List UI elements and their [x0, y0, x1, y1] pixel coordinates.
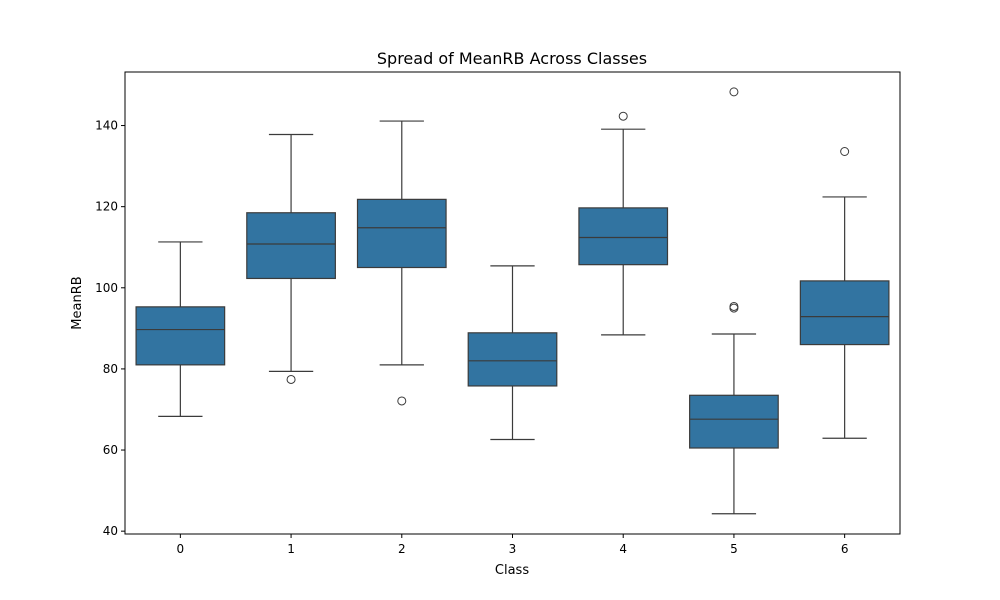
- y-tick-label: 40: [103, 524, 118, 538]
- box-class-4: [578, 111, 669, 336]
- x-tick-label: 4: [619, 542, 627, 556]
- box-class-5: [689, 87, 779, 515]
- x-tick-label: 1: [287, 542, 295, 556]
- y-tick-label: 120: [95, 200, 118, 214]
- box-class-6: [799, 147, 890, 439]
- outlier-point: [618, 111, 628, 121]
- plot-frame: [124, 71, 901, 535]
- box-class-0: [135, 241, 226, 417]
- box-class-1: [246, 133, 336, 384]
- iqr-box: [578, 207, 669, 266]
- x-tick-label: 0: [177, 542, 185, 556]
- iqr-box: [356, 198, 447, 269]
- plot-area: [135, 87, 890, 515]
- x-tick-label: 5: [730, 542, 738, 556]
- outlier-point: [286, 374, 296, 384]
- x-tick-label: 3: [509, 542, 517, 556]
- x-tick-label: 6: [841, 542, 849, 556]
- outlier-point: [729, 301, 739, 311]
- outlier-point: [840, 147, 850, 157]
- box-class-2: [356, 120, 447, 406]
- iqr-box: [799, 280, 890, 346]
- y-axis-label: MeanRB: [70, 276, 85, 329]
- y-tick-label: 140: [95, 119, 118, 133]
- x-axis-label: Class: [495, 563, 529, 578]
- y-tick-label: 80: [103, 362, 118, 376]
- iqr-box: [467, 332, 558, 387]
- x-axis: 0 1 2 3 4 5 6: [177, 534, 849, 556]
- y-tick-label: 100: [95, 281, 118, 295]
- y-axis: 40 60 80 100 120 140: [95, 119, 125, 538]
- iqr-box: [246, 212, 336, 280]
- iqr-box: [689, 394, 779, 449]
- outlier-point: [729, 87, 739, 97]
- box-class-3: [467, 265, 558, 441]
- outlier-point: [397, 396, 407, 406]
- chart-title: Spread of MeanRB Across Classes: [377, 49, 647, 68]
- y-tick-label: 60: [103, 443, 118, 457]
- x-tick-label: 2: [398, 542, 406, 556]
- iqr-box: [135, 306, 226, 366]
